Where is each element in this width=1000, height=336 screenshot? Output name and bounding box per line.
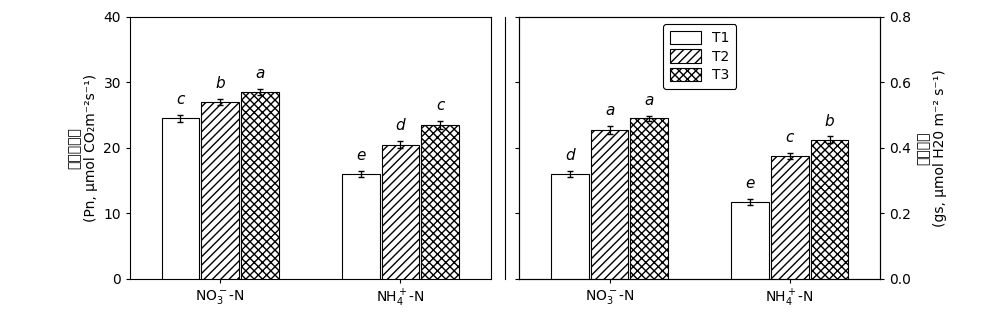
Text: b: b xyxy=(825,114,834,128)
Bar xyxy=(771,156,809,279)
Text: d: d xyxy=(396,118,405,133)
Text: e: e xyxy=(746,176,755,191)
Y-axis label: 净光合速率
(Pn, μmol CO₂m⁻²s⁻¹): 净光合速率 (Pn, μmol CO₂m⁻²s⁻¹) xyxy=(68,74,98,222)
Bar xyxy=(421,125,459,279)
Bar xyxy=(162,118,199,279)
Text: a: a xyxy=(645,93,654,108)
Text: a: a xyxy=(255,66,264,81)
Bar xyxy=(551,174,589,279)
Legend: T1, T2, T3: T1, T2, T3 xyxy=(663,24,736,89)
Text: e: e xyxy=(356,148,365,163)
Text: b: b xyxy=(215,77,225,91)
Bar xyxy=(630,118,668,279)
Bar xyxy=(731,202,769,279)
Bar xyxy=(241,92,279,279)
Bar xyxy=(201,102,239,279)
Bar xyxy=(382,144,419,279)
Text: c: c xyxy=(786,130,794,145)
Y-axis label: 气孔导度
(gs, μmol H20 m⁻² s⁻¹): 气孔导度 (gs, μmol H20 m⁻² s⁻¹) xyxy=(917,69,947,227)
Bar xyxy=(342,174,380,279)
Text: d: d xyxy=(565,148,575,163)
Bar xyxy=(811,140,848,279)
Text: c: c xyxy=(176,92,185,107)
Text: c: c xyxy=(436,98,444,113)
Bar xyxy=(591,130,628,279)
Text: a: a xyxy=(605,103,614,118)
